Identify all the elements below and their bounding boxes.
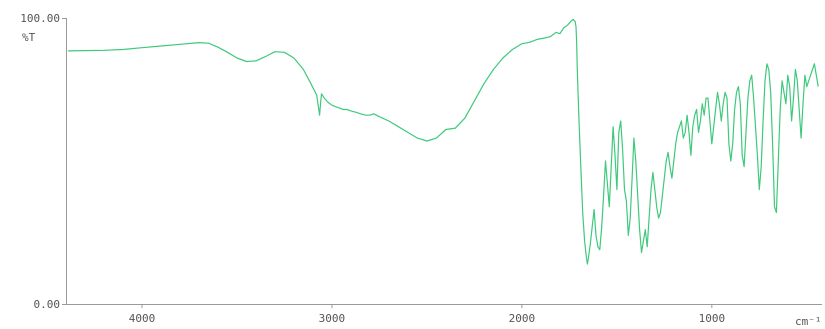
x-axis-unit-label: cm⁻¹ <box>795 315 822 328</box>
y-axis-unit-label: %T <box>22 31 36 44</box>
x-tick-label: 1000 <box>699 312 726 325</box>
x-tick-label: 3000 <box>319 312 346 325</box>
y-tick-label: 100.00 <box>20 12 60 25</box>
x-tick-label: 4000 <box>129 312 156 325</box>
y-tick-label: 0.00 <box>34 298 61 311</box>
spectrum-series <box>67 18 819 265</box>
axes <box>66 18 822 305</box>
x-ticks: 4000 3000 2000 1000 <box>129 304 725 325</box>
y-ticks: 100.00 0.00 <box>20 12 66 311</box>
x-tick-label: 2000 <box>509 312 536 325</box>
spectrum-line <box>67 18 819 265</box>
